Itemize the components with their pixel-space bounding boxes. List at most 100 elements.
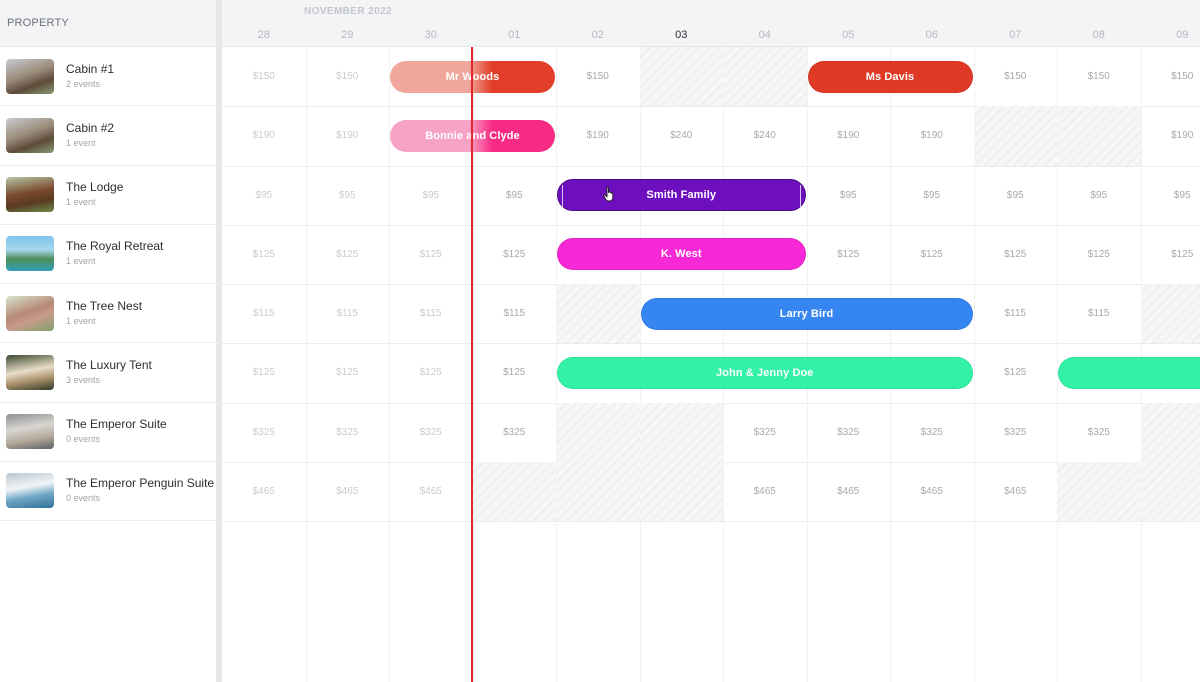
price-cell[interactable]: $95 xyxy=(839,189,857,201)
booking-event[interactable] xyxy=(1058,356,1200,389)
price-cell[interactable]: $150 xyxy=(252,71,275,83)
price-cell[interactable]: $465 xyxy=(252,485,275,497)
price-cell[interactable]: $125 xyxy=(920,248,943,260)
day-header-06[interactable]: 06 xyxy=(925,29,938,41)
blocked-cell[interactable] xyxy=(723,47,807,107)
price-cell[interactable]: $465 xyxy=(336,485,359,497)
day-header-28[interactable]: 28 xyxy=(257,29,270,41)
price-cell[interactable]: $95 xyxy=(1090,189,1108,201)
blocked-cell[interactable] xyxy=(556,461,640,521)
blocked-cell[interactable] xyxy=(639,402,723,462)
price-cell[interactable]: $150 xyxy=(586,71,609,83)
day-header-04[interactable]: 04 xyxy=(758,29,771,41)
blocked-cell[interactable] xyxy=(1140,461,1200,521)
day-header-29[interactable]: 29 xyxy=(341,29,354,41)
price-cell[interactable]: $465 xyxy=(753,485,776,497)
price-cell[interactable]: $95 xyxy=(923,189,941,201)
day-header-05[interactable]: 05 xyxy=(842,29,855,41)
price-cell[interactable]: $115 xyxy=(1004,308,1026,320)
blocked-cell[interactable] xyxy=(556,402,640,462)
property-row[interactable]: The Royal Retreat 1 event xyxy=(0,225,216,284)
blocked-cell[interactable] xyxy=(1140,284,1200,344)
blocked-cell[interactable] xyxy=(639,461,723,521)
price-cell[interactable]: $190 xyxy=(336,130,359,142)
price-cell[interactable]: $240 xyxy=(753,130,776,142)
blocked-cell[interactable] xyxy=(556,284,640,344)
price-cell[interactable]: $325 xyxy=(1087,426,1110,438)
price-cell[interactable]: $115 xyxy=(252,308,275,320)
price-cell[interactable]: $190 xyxy=(1171,130,1194,142)
price-cell[interactable]: $465 xyxy=(837,485,860,497)
price-cell[interactable]: $240 xyxy=(670,130,693,142)
panel-splitter[interactable] xyxy=(216,0,222,682)
price-cell[interactable]: $190 xyxy=(837,130,860,142)
price-cell[interactable]: $125 xyxy=(1004,248,1027,260)
price-cell[interactable]: $125 xyxy=(503,248,526,260)
day-header-08[interactable]: 08 xyxy=(1092,29,1105,41)
price-cell[interactable]: $325 xyxy=(503,426,526,438)
price-cell[interactable]: $465 xyxy=(1004,485,1027,497)
price-cell[interactable]: $125 xyxy=(1171,248,1194,260)
booking-event[interactable]: Smith Family xyxy=(557,179,806,211)
price-cell[interactable]: $190 xyxy=(920,130,943,142)
price-cell[interactable]: $95 xyxy=(338,189,356,201)
price-cell[interactable]: $125 xyxy=(336,248,359,260)
price-cell[interactable]: $190 xyxy=(586,130,609,142)
price-cell[interactable]: $325 xyxy=(419,426,442,438)
day-header-30[interactable]: 30 xyxy=(424,29,437,41)
price-cell[interactable]: $95 xyxy=(1173,189,1191,201)
price-cell[interactable]: $125 xyxy=(1004,367,1027,379)
property-row[interactable]: The Lodge 1 event xyxy=(0,166,216,225)
day-header-09[interactable]: 09 xyxy=(1176,29,1189,41)
price-cell[interactable]: $125 xyxy=(419,367,442,379)
price-cell[interactable]: $325 xyxy=(837,426,860,438)
price-cell[interactable]: $125 xyxy=(837,248,860,260)
property-row[interactable]: The Tree Nest 1 event xyxy=(0,284,216,344)
price-cell[interactable]: $325 xyxy=(1004,426,1027,438)
day-header-07[interactable]: 07 xyxy=(1009,29,1022,41)
price-cell[interactable]: $465 xyxy=(920,485,943,497)
price-cell[interactable]: $125 xyxy=(336,367,359,379)
price-cell[interactable]: $150 xyxy=(336,71,359,83)
blocked-cell[interactable] xyxy=(472,461,556,521)
price-cell[interactable]: $150 xyxy=(1087,71,1110,83)
price-cell[interactable]: $125 xyxy=(419,248,442,260)
booking-event[interactable]: John & Jenny Doe xyxy=(557,356,973,389)
price-cell[interactable]: $115 xyxy=(419,308,442,320)
blocked-cell[interactable] xyxy=(639,47,723,107)
price-cell[interactable]: $465 xyxy=(419,485,442,497)
price-cell[interactable]: $115 xyxy=(1087,308,1110,320)
price-cell[interactable]: $115 xyxy=(503,308,525,320)
blocked-cell[interactable] xyxy=(973,106,1057,166)
timeline-grid[interactable]: $150 $150 $150 $150 $150 $150 $190 $190 $190 $240… xyxy=(222,47,1200,682)
price-cell[interactable]: $325 xyxy=(336,426,359,438)
price-cell[interactable]: $95 xyxy=(422,189,440,201)
booking-event[interactable]: Larry Bird xyxy=(640,297,973,330)
booking-event[interactable]: K. West xyxy=(557,238,806,271)
property-row[interactable]: The Emperor Suite 0 events xyxy=(0,403,216,462)
price-cell[interactable]: $325 xyxy=(753,426,776,438)
property-row[interactable]: The Luxury Tent 3 events xyxy=(0,343,216,403)
price-cell[interactable]: $125 xyxy=(503,367,526,379)
property-row[interactable]: Cabin #2 1 event xyxy=(0,106,216,166)
booking-event[interactable]: Ms Davis xyxy=(807,60,973,93)
price-cell[interactable]: $125 xyxy=(252,367,275,379)
day-header-03[interactable]: 03 xyxy=(675,29,688,41)
price-cell[interactable]: $150 xyxy=(1171,71,1194,83)
day-header-01[interactable]: 01 xyxy=(508,29,521,41)
price-cell[interactable]: $115 xyxy=(336,308,358,320)
price-cell[interactable]: $95 xyxy=(505,189,523,201)
price-cell[interactable]: $125 xyxy=(252,248,275,260)
price-cell[interactable]: $125 xyxy=(1087,248,1110,260)
property-row[interactable]: Cabin #1 2 events xyxy=(0,47,216,107)
price-cell[interactable]: $325 xyxy=(920,426,943,438)
day-header-02[interactable]: 02 xyxy=(591,29,604,41)
property-row[interactable]: The Emperor Penguin Suite 0 events xyxy=(0,462,216,521)
blocked-cell[interactable] xyxy=(1140,402,1200,462)
price-cell[interactable]: $95 xyxy=(255,189,273,201)
price-cell[interactable]: $325 xyxy=(252,426,275,438)
blocked-cell[interactable] xyxy=(1057,106,1141,166)
price-cell[interactable]: $150 xyxy=(1004,71,1027,83)
blocked-cell[interactable] xyxy=(1057,461,1141,521)
price-cell[interactable]: $190 xyxy=(252,130,275,142)
